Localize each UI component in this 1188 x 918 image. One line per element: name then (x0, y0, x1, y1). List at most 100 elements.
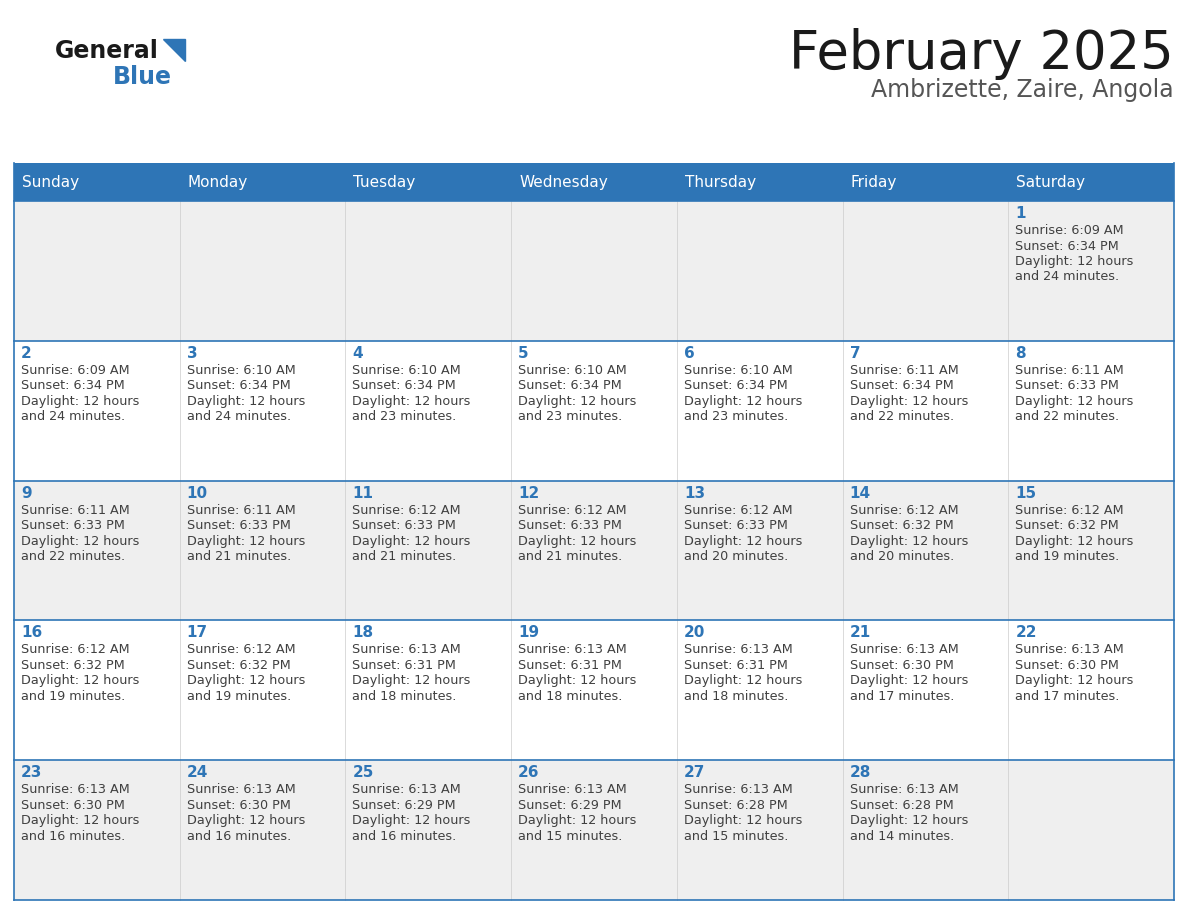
Text: Sunset: 6:32 PM: Sunset: 6:32 PM (1016, 519, 1119, 532)
Text: Sunrise: 6:13 AM: Sunrise: 6:13 AM (353, 783, 461, 796)
Text: 19: 19 (518, 625, 539, 641)
Text: 20: 20 (684, 625, 706, 641)
Text: Sunrise: 6:12 AM: Sunrise: 6:12 AM (353, 504, 461, 517)
Text: Sunset: 6:30 PM: Sunset: 6:30 PM (21, 799, 125, 812)
Text: and 24 minutes.: and 24 minutes. (1016, 271, 1119, 284)
Text: Daylight: 12 hours: Daylight: 12 hours (518, 395, 637, 408)
Text: Saturday: Saturday (1016, 174, 1086, 189)
Text: 10: 10 (187, 486, 208, 500)
Text: and 24 minutes.: and 24 minutes. (21, 410, 125, 423)
Text: 13: 13 (684, 486, 704, 500)
Polygon shape (163, 39, 185, 61)
Text: Sunrise: 6:13 AM: Sunrise: 6:13 AM (518, 783, 627, 796)
Text: Sunset: 6:33 PM: Sunset: 6:33 PM (353, 519, 456, 532)
Text: Sunset: 6:34 PM: Sunset: 6:34 PM (518, 379, 621, 392)
Text: Daylight: 12 hours: Daylight: 12 hours (684, 395, 802, 408)
Bar (1009, 481, 1174, 621)
Text: Sunrise: 6:11 AM: Sunrise: 6:11 AM (187, 504, 296, 517)
Text: and 17 minutes.: and 17 minutes. (1016, 690, 1119, 703)
Bar (14, 481, 179, 621)
Text: Sunset: 6:33 PM: Sunset: 6:33 PM (187, 519, 291, 532)
Text: Sunrise: 6:13 AM: Sunrise: 6:13 AM (849, 644, 959, 656)
Bar (14, 621, 179, 760)
Text: Sunrise: 6:12 AM: Sunrise: 6:12 AM (849, 504, 959, 517)
Text: Daylight: 12 hours: Daylight: 12 hours (518, 534, 637, 548)
Text: 7: 7 (849, 346, 860, 361)
Text: Sunrise: 6:12 AM: Sunrise: 6:12 AM (187, 644, 296, 656)
Text: Daylight: 12 hours: Daylight: 12 hours (353, 814, 470, 827)
Text: Sunday: Sunday (23, 174, 80, 189)
Text: Daylight: 12 hours: Daylight: 12 hours (21, 395, 139, 408)
Text: 1: 1 (1016, 206, 1025, 221)
Text: and 20 minutes.: and 20 minutes. (684, 550, 788, 563)
Text: Sunrise: 6:12 AM: Sunrise: 6:12 AM (21, 644, 129, 656)
Text: 11: 11 (353, 486, 373, 500)
Text: Sunrise: 6:09 AM: Sunrise: 6:09 AM (21, 364, 129, 376)
Text: Daylight: 12 hours: Daylight: 12 hours (21, 675, 139, 688)
Text: Sunrise: 6:13 AM: Sunrise: 6:13 AM (187, 783, 296, 796)
Text: Sunset: 6:34 PM: Sunset: 6:34 PM (187, 379, 290, 392)
Bar (842, 201, 1009, 341)
Bar (346, 621, 511, 760)
Text: and 16 minutes.: and 16 minutes. (21, 830, 125, 843)
Text: and 17 minutes.: and 17 minutes. (849, 690, 954, 703)
Text: Daylight: 12 hours: Daylight: 12 hours (187, 814, 305, 827)
Text: Tuesday: Tuesday (353, 174, 416, 189)
Text: Sunset: 6:31 PM: Sunset: 6:31 PM (684, 659, 788, 672)
Text: Monday: Monday (188, 174, 248, 189)
Text: Friday: Friday (851, 174, 897, 189)
Text: 26: 26 (518, 766, 539, 780)
Bar (677, 341, 842, 481)
Text: 8: 8 (1016, 346, 1026, 361)
Text: and 15 minutes.: and 15 minutes. (684, 830, 788, 843)
Bar (346, 481, 511, 621)
Text: 21: 21 (849, 625, 871, 641)
Bar (179, 163, 346, 201)
Text: and 22 minutes.: and 22 minutes. (1016, 410, 1119, 423)
Text: Sunset: 6:34 PM: Sunset: 6:34 PM (684, 379, 788, 392)
Text: February 2025: February 2025 (789, 28, 1174, 80)
Text: Sunrise: 6:13 AM: Sunrise: 6:13 AM (1016, 644, 1124, 656)
Text: Sunrise: 6:10 AM: Sunrise: 6:10 AM (353, 364, 461, 376)
Text: Sunset: 6:33 PM: Sunset: 6:33 PM (518, 519, 623, 532)
Text: Sunrise: 6:11 AM: Sunrise: 6:11 AM (849, 364, 959, 376)
Text: and 21 minutes.: and 21 minutes. (353, 550, 456, 563)
Text: Sunrise: 6:13 AM: Sunrise: 6:13 AM (684, 644, 792, 656)
Text: 5: 5 (518, 346, 529, 361)
Text: and 14 minutes.: and 14 minutes. (849, 830, 954, 843)
Text: Sunset: 6:33 PM: Sunset: 6:33 PM (684, 519, 788, 532)
Text: Sunset: 6:32 PM: Sunset: 6:32 PM (21, 659, 125, 672)
Text: Daylight: 12 hours: Daylight: 12 hours (187, 534, 305, 548)
Text: 2: 2 (21, 346, 32, 361)
Text: Sunrise: 6:11 AM: Sunrise: 6:11 AM (1016, 364, 1124, 376)
Text: Daylight: 12 hours: Daylight: 12 hours (187, 395, 305, 408)
Bar (179, 760, 346, 900)
Bar (14, 201, 179, 341)
Text: Daylight: 12 hours: Daylight: 12 hours (353, 675, 470, 688)
Text: and 16 minutes.: and 16 minutes. (353, 830, 456, 843)
Text: Sunset: 6:28 PM: Sunset: 6:28 PM (684, 799, 788, 812)
Text: and 21 minutes.: and 21 minutes. (518, 550, 623, 563)
Text: Sunset: 6:32 PM: Sunset: 6:32 PM (849, 519, 953, 532)
Text: General: General (55, 39, 159, 63)
Text: Daylight: 12 hours: Daylight: 12 hours (684, 814, 802, 827)
Bar (1009, 341, 1174, 481)
Text: 14: 14 (849, 486, 871, 500)
Text: and 23 minutes.: and 23 minutes. (518, 410, 623, 423)
Text: Sunrise: 6:13 AM: Sunrise: 6:13 AM (684, 783, 792, 796)
Text: Sunset: 6:33 PM: Sunset: 6:33 PM (21, 519, 125, 532)
Text: Daylight: 12 hours: Daylight: 12 hours (684, 534, 802, 548)
Bar (346, 760, 511, 900)
Bar (511, 201, 677, 341)
Text: and 23 minutes.: and 23 minutes. (684, 410, 788, 423)
Bar (346, 341, 511, 481)
Text: 25: 25 (353, 766, 374, 780)
Bar (677, 201, 842, 341)
Text: Sunset: 6:34 PM: Sunset: 6:34 PM (353, 379, 456, 392)
Text: Daylight: 12 hours: Daylight: 12 hours (518, 814, 637, 827)
Text: 28: 28 (849, 766, 871, 780)
Bar (842, 481, 1009, 621)
Bar (842, 621, 1009, 760)
Text: and 19 minutes.: and 19 minutes. (21, 690, 125, 703)
Text: 24: 24 (187, 766, 208, 780)
